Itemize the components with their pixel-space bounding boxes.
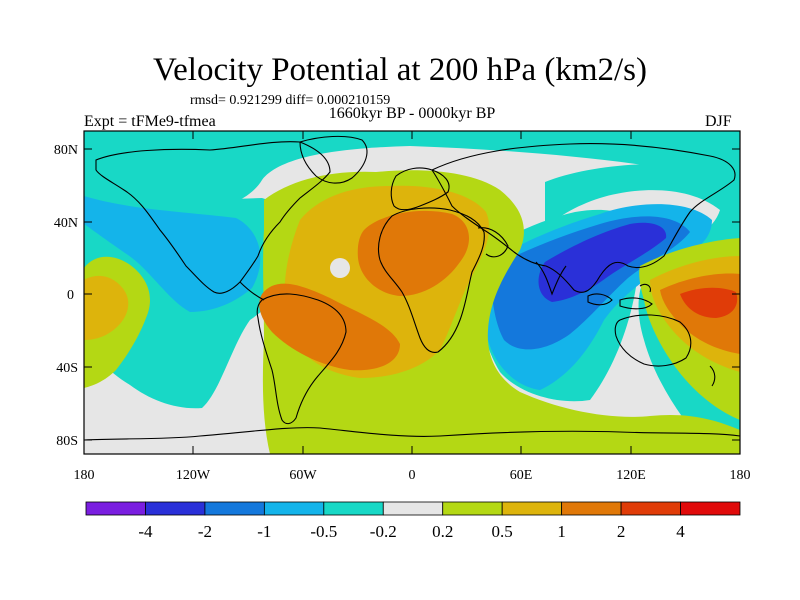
field-contour-pos3-samerica [259,283,400,371]
lat-tick-label-0: 0 [67,288,74,303]
coastline-australia [614,314,692,367]
experiment-label: Expt = tFMe9-tfmea [84,113,216,130]
lon-tick-label-60e: 60E [510,468,533,483]
axis-ticks [84,131,740,454]
colorbar-label: 0.5 [492,522,513,541]
season-label: DJF [705,113,732,130]
coastline-greenland [299,135,368,184]
period-label: 1660kyr BP - 0000kyr BP [328,105,496,122]
coastline-central-america [239,281,265,301]
colorbar-label: -0.2 [370,522,397,541]
field-contour-neg2-wpacific [84,196,261,312]
lon-tick-label-0: 0 [409,468,416,483]
coastline-maritime-continent [587,283,653,310]
colorbar-label: 0.2 [432,522,453,541]
colorbar-swatch [620,501,681,516]
field-neutral-hole [330,258,350,278]
colorbar-swatch [561,501,622,516]
colorbar-swatch [263,501,325,516]
coastline-arabia [477,227,509,258]
coastline-eurasia [431,143,736,293]
colorbar-swatch [382,501,444,516]
lat-tick-label-40s: 40S [56,361,78,376]
colorbar-swatch [204,501,265,516]
lat-tick-label-40n: 40N [54,216,78,231]
lat-tick-label-80n: 80N [54,143,78,158]
figure-title: Velocity Potential at 200 hPa (km2/s) [152,52,648,88]
colorbar-swatch [85,501,146,516]
velocity-potential-field [84,131,740,454]
field-contour-pos2-epacific [84,275,129,340]
colorbar: -4 -2 -1 -0.5 -0.2 0.2 0.5 1 2 4 [85,501,741,541]
field-contour-pos3-africa [357,210,470,296]
colorbar-label: -1 [257,522,271,541]
lon-tick-label-60w: 60W [289,468,317,483]
colorbar-label: 1 [557,522,566,541]
colorbar-label: -0.5 [310,522,337,541]
colorbar-swatch [680,501,741,516]
field-contour-neg-arctic [84,131,740,211]
coastline-africa [377,207,485,353]
lat-tick-labels: 80N 40N 0 40S 80S [54,143,78,449]
coastline-south-america [256,293,347,425]
lon-tick-label-180w: 180 [74,468,95,483]
coastline-new-zealand [709,365,716,387]
coastline-europe [390,167,450,211]
lon-tick-label-120e: 120E [616,468,646,483]
lon-tick-label-180e: 180 [730,468,751,483]
colorbar-swatch [442,501,503,516]
lat-tick-label-80s: 80S [56,434,78,449]
coastlines [84,135,740,441]
stats-line: rmsd= 0.921299 diff= 0.000210159 [190,93,391,108]
lon-tick-label-120w: 120W [176,468,211,483]
colorbar-swatch [501,501,563,516]
field-contour-neg4-asia [538,222,667,302]
colorbar-label: 4 [676,522,685,541]
colorbar-swatch [323,501,384,516]
coastline-antarctica [84,427,740,441]
lon-tick-labels: 180 120W 60W 0 60E 120E 180 [74,468,751,483]
colorbar-label: -2 [198,522,212,541]
colorbar-label: -4 [138,522,153,541]
colorbar-label: 2 [617,522,626,541]
colorbar-swatch [145,501,206,516]
field-contour-pos4-wpacific [680,287,738,318]
coastline-north-america [95,141,331,294]
coastline-india [535,261,567,296]
